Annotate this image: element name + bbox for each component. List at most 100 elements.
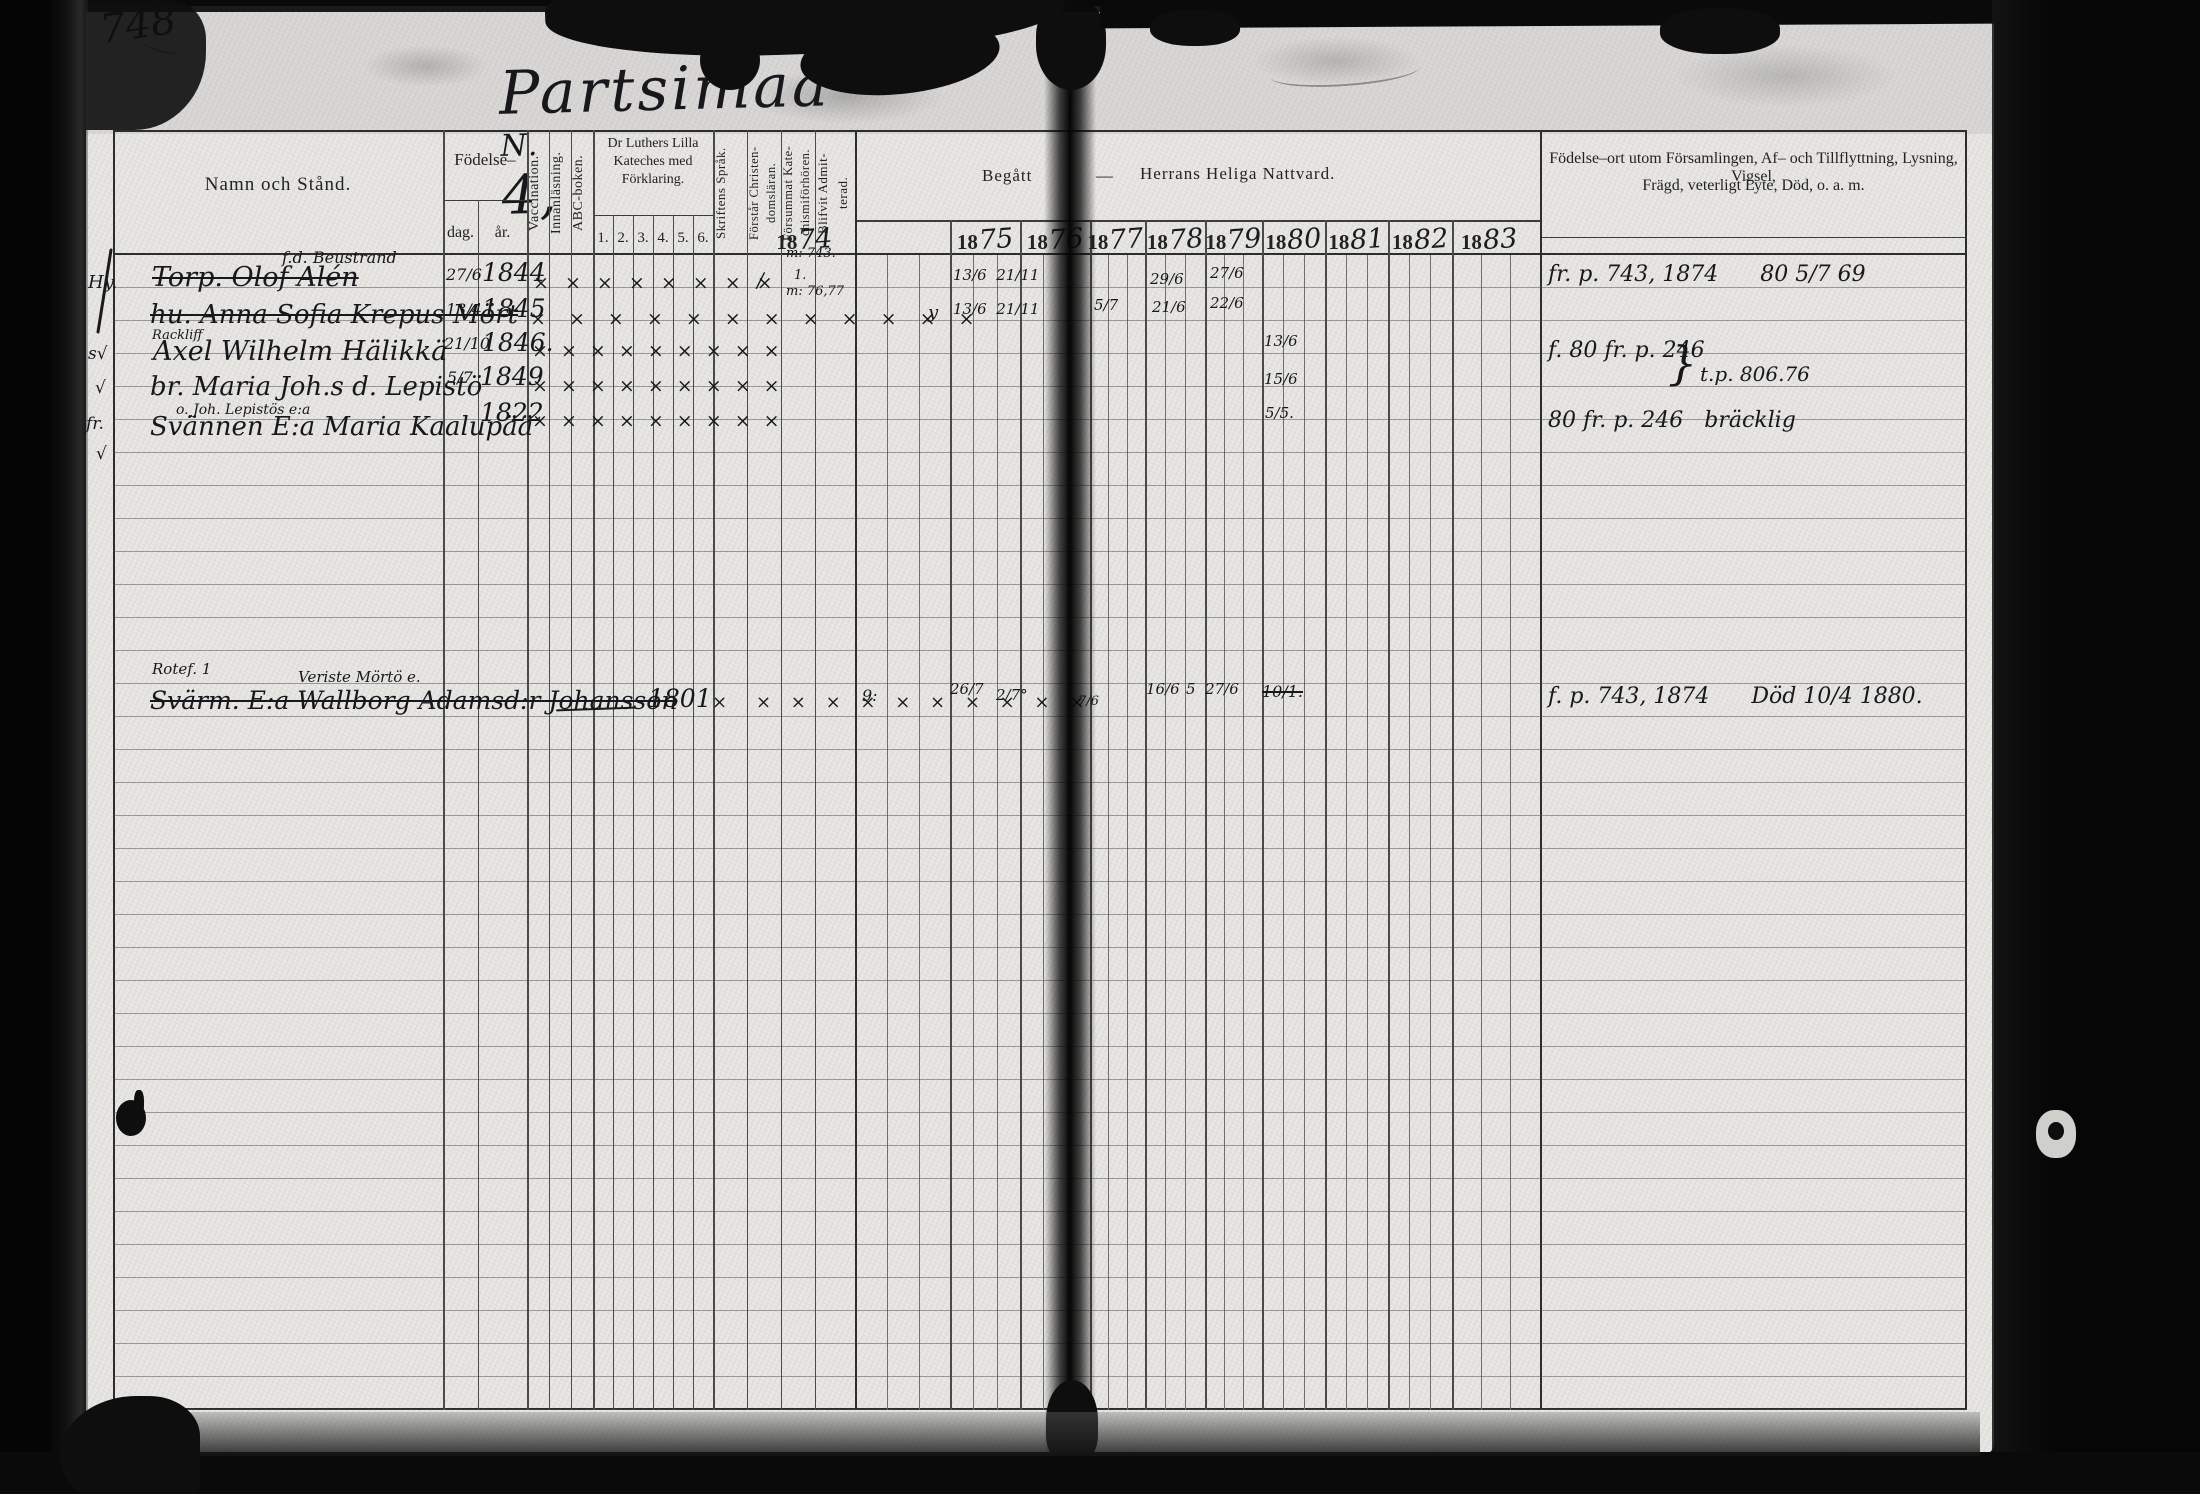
top-right-lump bbox=[1660, 8, 1780, 54]
grid-line bbox=[1452, 220, 1454, 1410]
grid-line bbox=[997, 255, 998, 1410]
col-header-birth-day: dag. bbox=[446, 224, 475, 241]
year-written: 81 bbox=[1349, 222, 1386, 257]
grid-line bbox=[593, 130, 595, 1410]
check-marks: × × × × × × × × × bbox=[532, 410, 780, 432]
margin-note: s√ bbox=[88, 344, 108, 364]
communion-1879: 27/6 bbox=[1210, 264, 1244, 282]
entry-name: hu. Anna Sofia Krepus Mört bbox=[150, 300, 519, 330]
communion-header-nattvard: Herrans Heliga Nattvard. bbox=[1140, 164, 1336, 183]
margin-note: fr. bbox=[86, 414, 104, 434]
col-header-notes-2: Frägd, veterligt Lyte, Död, o. a. m. bbox=[1642, 177, 1865, 194]
grid-line bbox=[1388, 220, 1390, 1410]
grid-line bbox=[1430, 255, 1431, 1410]
grid-line bbox=[1325, 220, 1327, 1410]
check-mark-first: × bbox=[712, 692, 728, 713]
col-header-birth-year: år. bbox=[494, 224, 511, 241]
year-printed: 18 bbox=[1391, 230, 1413, 254]
communion-1875: 13/6 21/11 bbox=[953, 266, 1040, 284]
grid-line bbox=[113, 130, 115, 1410]
grid-line bbox=[571, 130, 572, 1410]
grid-line bbox=[815, 130, 816, 1410]
grid-line bbox=[527, 130, 529, 1410]
year-1877: 18 77 bbox=[1087, 223, 1144, 256]
birth-year: 1849 bbox=[480, 362, 544, 391]
col-header-scripture-language: Skriftens Språk. bbox=[713, 147, 728, 239]
grid-line bbox=[1185, 255, 1186, 1410]
grid-line bbox=[113, 1408, 1967, 1410]
entry-name: Axel Wilhelm Hälikkä bbox=[153, 336, 448, 367]
year-printed: 18 bbox=[776, 230, 798, 254]
entry-above-note-2: Veriste Mörtö e. bbox=[298, 668, 421, 686]
communion-1880: 5/5. bbox=[1265, 404, 1294, 422]
year-1879: 18 79 bbox=[1205, 223, 1262, 256]
communion-1874: 9: bbox=[862, 686, 878, 705]
communion-1875: 13/6 21/11 bbox=[953, 300, 1040, 318]
year-1874: 18 74 bbox=[757, 223, 852, 256]
check-marks: × × × × × × × × × bbox=[532, 340, 780, 362]
small-note: m: 743. bbox=[786, 246, 836, 261]
top-blot-small bbox=[700, 30, 760, 90]
punch-hole-left-stem bbox=[134, 1090, 144, 1116]
grid-line bbox=[747, 130, 748, 1410]
margin-note: √ bbox=[95, 378, 106, 398]
check-marks: × × × × × × × × bbox=[533, 272, 773, 294]
grid-line bbox=[1262, 220, 1264, 1410]
year-1876: 1876 bbox=[1022, 223, 1088, 256]
row-lines bbox=[113, 255, 1967, 1410]
grid-line bbox=[549, 130, 550, 1410]
year-written: 79 bbox=[1226, 222, 1263, 257]
notes-brace: } bbox=[1668, 336, 1698, 390]
communion-1877: 5/7 bbox=[1094, 296, 1119, 314]
catechism-col-4: 4. bbox=[657, 230, 669, 246]
grid-line bbox=[1127, 255, 1128, 1410]
birth-year: 1801 bbox=[648, 684, 712, 713]
grid-line bbox=[113, 253, 1967, 255]
grid-line bbox=[1145, 220, 1147, 1410]
year-printed: 18 bbox=[1460, 230, 1482, 254]
birth-year: 1846. bbox=[482, 328, 554, 357]
notes-entry: 80 fr. p. 246 bräcklig bbox=[1548, 408, 1796, 433]
birth-year: 1822 bbox=[480, 398, 544, 427]
grid-line bbox=[693, 215, 694, 1410]
entry-sub-note: Rackliff bbox=[152, 328, 203, 343]
grid-line bbox=[1224, 255, 1225, 1410]
check-marks: × × × × × × × × × × × × bbox=[530, 308, 975, 330]
check-marks: × × × × × × × × × bbox=[532, 375, 780, 397]
grid-line bbox=[633, 215, 634, 1410]
grid-line bbox=[1510, 255, 1511, 1410]
grid-line bbox=[113, 130, 1967, 132]
grid-line bbox=[1540, 237, 1967, 238]
communion-1878: 29/6 bbox=[1150, 270, 1184, 288]
grid-line bbox=[1346, 255, 1347, 1410]
page-title-main: Partsimaa bbox=[498, 50, 832, 129]
communion-1878: 21/6 bbox=[1152, 298, 1186, 316]
grid-line bbox=[1283, 255, 1284, 1410]
grid-line bbox=[1540, 130, 1542, 1410]
grid-line bbox=[478, 200, 479, 1410]
grid-line bbox=[1205, 220, 1207, 1410]
grid-line bbox=[1243, 255, 1244, 1410]
birth-year: 1844 bbox=[482, 258, 546, 287]
birth-year: 1845 bbox=[482, 294, 546, 323]
notes-entry: fr. p. 743, 1874 80 5/7 69 bbox=[1548, 262, 1866, 287]
grid-line bbox=[1020, 220, 1022, 1410]
communion-1875: 26/7 bbox=[950, 680, 984, 698]
communion-1880: 10/1. bbox=[1262, 682, 1304, 701]
birth-day: 27/6 bbox=[446, 265, 482, 284]
catechism-col-1: 1. bbox=[597, 230, 609, 246]
small-note: m: 76,77 bbox=[786, 284, 845, 299]
grid-line bbox=[855, 130, 857, 1410]
margin-note: Hy. bbox=[88, 272, 118, 293]
grid-line bbox=[1108, 255, 1109, 1410]
year-1882: 18 82 bbox=[1390, 223, 1450, 256]
bottom-shadow bbox=[120, 1412, 1980, 1456]
communion-1879: 5 27/6 bbox=[1186, 680, 1239, 698]
grid-line bbox=[950, 220, 952, 1410]
col-header-abc-book: ABC-boken. bbox=[571, 154, 586, 232]
birth-day: 5/7 bbox=[447, 368, 473, 387]
bottom-edge-band bbox=[0, 1452, 2200, 1494]
communion-1880: 13/6 bbox=[1264, 332, 1298, 350]
year-written: 75 bbox=[977, 222, 1015, 257]
col-header-name: Namn och Stånd. bbox=[204, 174, 352, 195]
